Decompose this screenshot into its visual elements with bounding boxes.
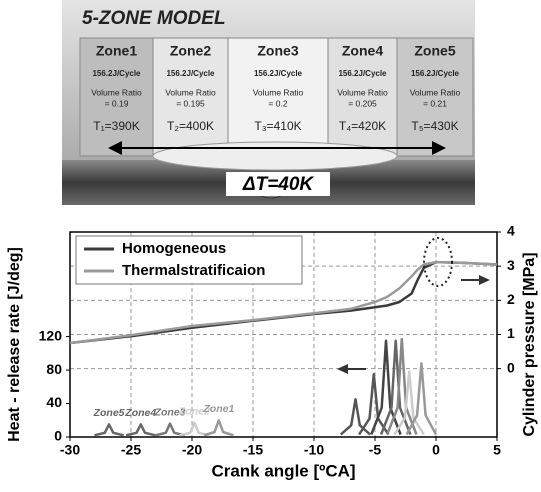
axis-arrow-head — [337, 364, 348, 374]
y2-tick-label: 3 — [507, 257, 515, 273]
zone-temperature: T₄=420K — [339, 119, 386, 133]
y-tick-label: 40 — [46, 394, 62, 410]
cylinder-top — [152, 141, 398, 171]
heat-release-curve — [203, 419, 234, 437]
x-tick-label: -10 — [304, 442, 324, 458]
zone-annotation: Zone5 — [93, 407, 125, 419]
zone-temperature: T₁=390K — [93, 119, 139, 133]
x-tick-label: -5 — [369, 442, 382, 458]
zone-ratio-label: Volume Ratio — [91, 87, 142, 97]
zone-diagram: 5-ZONE MODEL Zone1 156.2J/Cycle Volume Rat… — [62, 0, 475, 205]
zone-name: Zone3 — [257, 43, 298, 59]
zone-box — [227, 37, 329, 157]
diagram-title: 5-ZONE MODEL — [82, 8, 226, 29]
zone-annotation: Zone3 — [154, 406, 186, 418]
delta-t-label: ΔT=40K — [242, 174, 315, 195]
y2-tick-label: 0 — [507, 359, 515, 375]
arrow-head — [432, 141, 446, 155]
plot-frame — [69, 231, 498, 438]
zone-energy: 156.2J/Cycle — [92, 69, 141, 78]
zone-ratio-label: Volume Ratio — [410, 87, 461, 97]
zone-energy: 156.2J/Cycle — [166, 69, 215, 78]
y-tick-label: 80 — [46, 361, 62, 377]
legend-box — [75, 235, 303, 285]
y-tick-label: 0 — [54, 428, 62, 444]
zone-temperature: T₅=430K — [411, 119, 458, 133]
zone-name: Zone1 — [96, 43, 137, 59]
zone-ratio: = 0.205 — [348, 98, 377, 108]
zone-annotation: Zone1 — [202, 403, 234, 415]
delta-box — [226, 172, 330, 196]
heat-release-curve — [94, 423, 124, 437]
x-tick-label: -20 — [182, 442, 202, 458]
y2-tick-label: 2 — [507, 291, 515, 307]
heat-release-curve — [405, 362, 438, 436]
zone-ratio: = 0.2 — [268, 98, 287, 108]
zone-annotation: Zone4 — [124, 407, 156, 419]
x-axis-label: Crank angle [ºCA] — [211, 461, 355, 480]
x-tick-label: -30 — [60, 442, 80, 458]
y2-tick-label: 4 — [507, 223, 515, 239]
y-tick-label: 120 — [39, 327, 63, 343]
zone-energy: 156.2J/Cycle — [254, 69, 303, 78]
y-axis-label: Heat - release rate [J/deg] — [6, 247, 23, 442]
zone-energy: 156.2J/Cycle — [411, 69, 460, 78]
heat-release-curve — [379, 339, 412, 435]
pressure-curve — [69, 260, 498, 345]
zone-ratio: = 0.19 — [105, 98, 129, 108]
heat-release-curve — [155, 422, 185, 437]
x-tick-label: -15 — [243, 442, 263, 458]
legend-label: Thermalstratificaion — [122, 262, 265, 279]
y2-axis-label: Cylinder pressure [MPa] — [521, 252, 538, 436]
zone-name: Zone2 — [170, 43, 211, 59]
heat-release-curve — [386, 337, 418, 435]
heat-release-curve — [393, 370, 425, 436]
x-tick-label: -25 — [121, 442, 141, 458]
zone-ratio-label: Volume Ratio — [165, 87, 216, 97]
zone-ratio: = 0.195 — [176, 98, 205, 108]
zone-ratio-label: Volume Ratio — [253, 87, 304, 97]
zone-box — [396, 37, 474, 157]
x-tick-label: 5 — [493, 442, 501, 458]
zone-box — [327, 37, 398, 157]
zone-ratio-label: Volume Ratio — [337, 87, 388, 97]
heat-release-curve — [179, 421, 210, 437]
axis-arrow-head — [479, 275, 490, 285]
heat-release-curve — [125, 423, 156, 437]
heat-release-curve — [358, 372, 390, 436]
legend-label: Homogeneous — [122, 240, 226, 257]
highlight-ellipse — [423, 237, 453, 287]
zone-temperature: T₂=400K — [167, 119, 214, 133]
y2-tick-label: 1 — [507, 325, 515, 341]
x-tick-label: 0 — [432, 442, 440, 458]
zone-annotation: Zone2 — [178, 406, 210, 418]
zone-name: Zone5 — [414, 43, 455, 59]
arrow-head — [108, 141, 122, 155]
chart: -30 -25 -20 -15 -10 -5 0 5 0 40 80 120 0 1 2 3 4 Crank an… — [6, 223, 538, 481]
zone-ratio: = 0.21 — [423, 98, 447, 108]
zone-energy: 156.2J/Cycle — [338, 69, 387, 78]
zone-name: Zone4 — [342, 43, 383, 59]
zone-temperature: T₃=410K — [254, 119, 301, 133]
zone-box — [79, 37, 154, 157]
